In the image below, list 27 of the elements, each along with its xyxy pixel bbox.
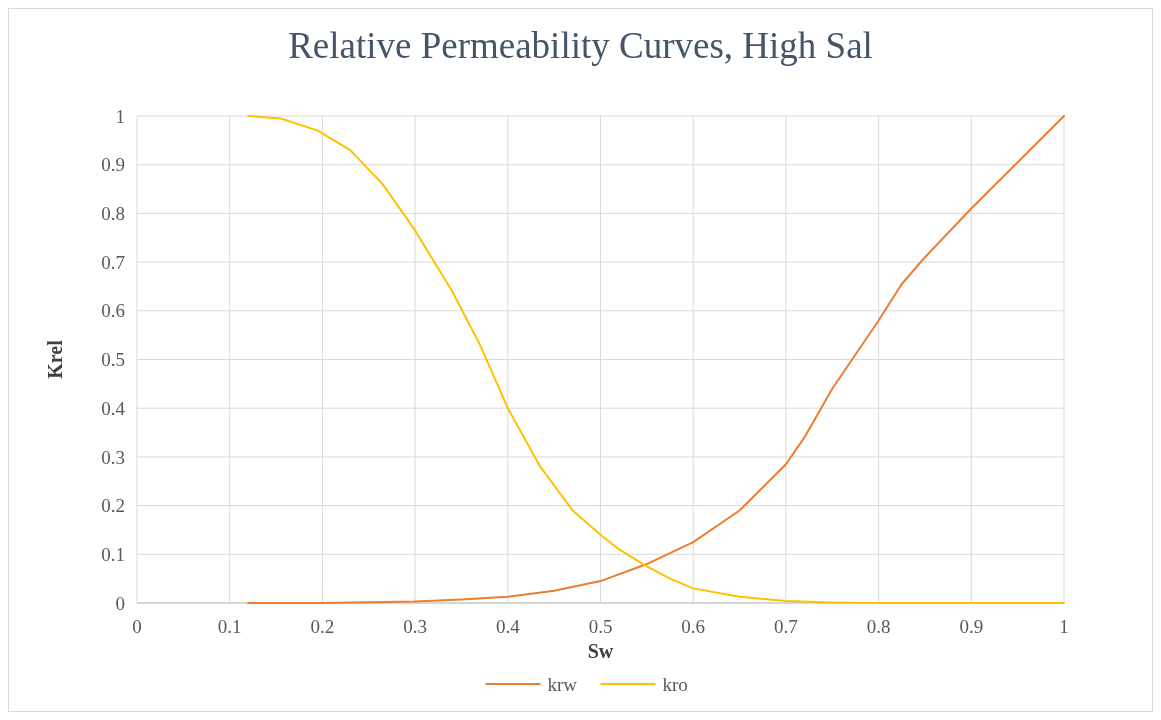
x-tick-label: 0.3 xyxy=(403,616,427,637)
y-axis-title: Krel xyxy=(44,339,66,379)
x-tick-label: 0.2 xyxy=(310,616,335,637)
x-tick-label: 0.7 xyxy=(774,616,798,637)
y-tick-label: 0.3 xyxy=(101,446,125,468)
x-tick-label: 0.1 xyxy=(217,616,242,637)
x-tick-label: 0.9 xyxy=(959,616,984,637)
y-tick-label: 0.9 xyxy=(101,154,125,176)
x-tick-label: 0.4 xyxy=(495,616,521,637)
legend-label: kro xyxy=(662,673,688,695)
y-tick-label: 0.2 xyxy=(101,495,125,517)
y-tick-label: 0.1 xyxy=(101,543,125,565)
legend-label: krw xyxy=(547,673,578,695)
x-axis-title: Sw xyxy=(587,640,614,662)
chart-title: Relative Permeability Curves, High Sal xyxy=(288,25,873,66)
y-tick-label: 0 xyxy=(115,592,125,614)
y-tick-label: 0.8 xyxy=(101,203,125,225)
x-tick-label: 0 xyxy=(132,616,142,637)
x-tick-label: 0.8 xyxy=(866,616,891,637)
y-tick-label: 1 xyxy=(115,105,125,127)
x-tick-label: 0.5 xyxy=(588,616,613,637)
x-tick-label: 0.6 xyxy=(681,616,706,637)
y-tick-label: 0.7 xyxy=(101,251,125,273)
x-tick-label: 1 xyxy=(1059,616,1069,637)
y-tick-label: 0.5 xyxy=(101,349,125,371)
y-tick-label: 0.4 xyxy=(101,397,126,419)
y-tick-label: 0.6 xyxy=(101,300,125,322)
